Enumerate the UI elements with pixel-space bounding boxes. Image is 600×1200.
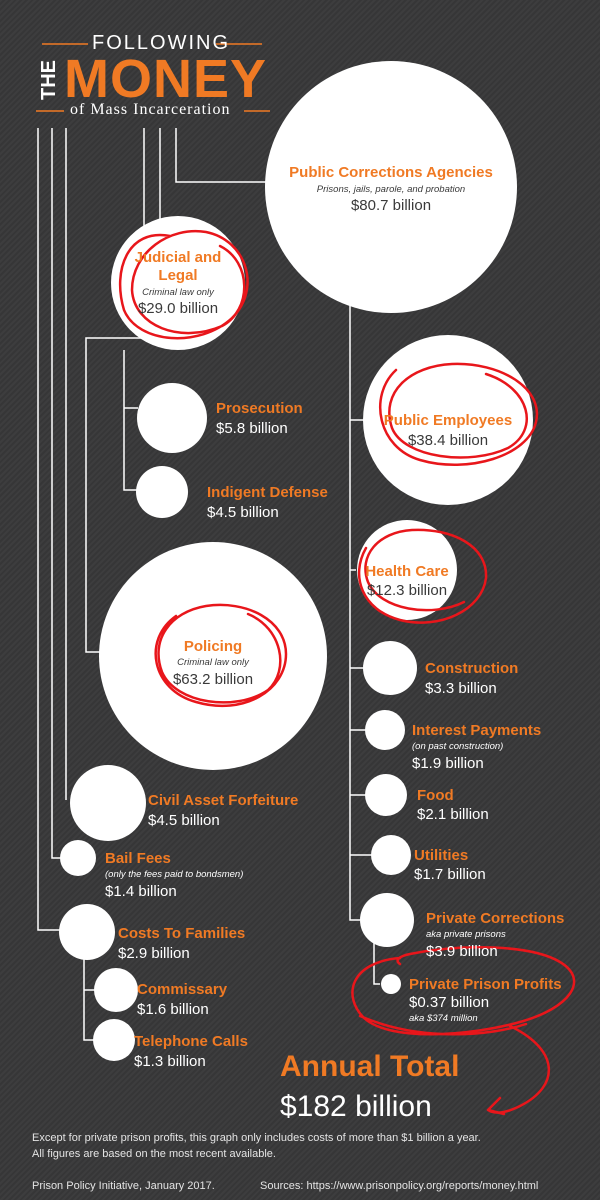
- judicial-title-line2: Legal: [158, 267, 198, 284]
- interest-payments-note: (on past construction): [412, 741, 504, 752]
- circle-food: [365, 774, 407, 816]
- health-care-title: Health Care: [365, 563, 449, 580]
- connector-public-corrections: [175, 128, 268, 183]
- connector-prosecution: [123, 350, 138, 491]
- private-corrections-title: Private Corrections: [426, 910, 565, 927]
- interest-payments-title: Interest Payments: [412, 722, 542, 739]
- circle-interest-payments: [365, 710, 405, 750]
- policing-value: $63.2 billion: [172, 671, 254, 688]
- header-money: MONEY: [64, 49, 268, 109]
- public-corrections-note: Prisons, jails, parole, and probation: [316, 184, 466, 195]
- scribble-health-care: [357, 528, 488, 624]
- policing-note: Criminal law only: [177, 657, 249, 668]
- interest-payments-value: $1.9 billion: [412, 755, 484, 772]
- circle-public-employees: [363, 335, 533, 505]
- costs-families-value: $2.9 billion: [118, 945, 190, 962]
- utilities-value: $1.7 billion: [414, 866, 486, 883]
- circle-health-care: [357, 520, 457, 620]
- private-corrections-value: $3.9 billion: [426, 943, 498, 960]
- construction-title: Construction: [425, 660, 519, 677]
- judicial-value: $29.0 billion: [137, 300, 219, 317]
- sources-link[interactable]: Sources: https://www.prisonpolicy.org/re…: [260, 1180, 539, 1192]
- circle-commissary: [94, 968, 138, 1012]
- header-following: FOLLOWING: [92, 32, 231, 54]
- indigent-defense-value: $4.5 billion: [207, 504, 279, 521]
- bail-fees-note: (only the fees paid to bondsmen): [105, 869, 244, 880]
- connector-costs-families: [37, 128, 60, 931]
- private-prison-profits-title: Private Prison Profits: [409, 976, 562, 993]
- connector-bail-fees: [51, 128, 62, 859]
- connector-corrections-trunk: [349, 302, 360, 921]
- telephone-calls-value: $1.3 billion: [134, 1053, 206, 1070]
- judicial-note: Criminal law only: [142, 287, 214, 298]
- public-corrections-title: Public Corrections Agencies: [289, 164, 493, 181]
- circle-private-corrections: [360, 893, 414, 947]
- scribble-public-employees: [379, 362, 539, 467]
- private-corrections-note: aka private prisons: [426, 929, 506, 940]
- bail-fees-value: $1.4 billion: [105, 883, 177, 900]
- circle-costs-families: [59, 904, 115, 960]
- circle-bail-fees: [60, 840, 96, 876]
- circle-utilities: [371, 835, 411, 875]
- public-employees-value: $38.4 billion: [407, 432, 489, 449]
- scribble-policing: [154, 603, 288, 708]
- commissary-title: Commissary: [137, 981, 228, 998]
- private-prison-profits-value: $0.37 billion: [409, 994, 490, 1011]
- policing-title: Policing: [183, 638, 243, 655]
- civil-forfeiture-value: $4.5 billion: [148, 812, 220, 829]
- telephone-calls-title: Telephone Calls: [134, 1033, 248, 1050]
- footnote-line1: Except for private prison profits, this …: [32, 1132, 481, 1144]
- circle-construction: [363, 641, 417, 695]
- circle-prosecution: [137, 383, 207, 453]
- costs-families-title: Costs To Families: [118, 925, 246, 942]
- circles: [59, 61, 533, 1061]
- private-prison-profits-note: aka $374 million: [409, 1013, 478, 1024]
- food-title: Food: [417, 787, 454, 804]
- circle-public-corrections: [265, 61, 517, 313]
- credit-text: Prison Policy Initiative, January 2017.: [32, 1180, 215, 1192]
- circle-civil-forfeiture: [70, 765, 146, 841]
- prosecution-title: Prosecution: [216, 400, 303, 417]
- header-subtitle: of Mass Incarceration: [70, 101, 231, 118]
- connector-private-profits: [373, 940, 380, 985]
- annotation-scribbles: [118, 229, 576, 1116]
- connector-corrections-branches: [350, 419, 372, 856]
- circle-indigent-defense: [136, 466, 188, 518]
- indigent-defense-title: Indigent Defense: [207, 484, 328, 501]
- construction-value: $3.3 billion: [425, 680, 497, 697]
- header-rules: [36, 43, 270, 112]
- scribble-judicial: [118, 229, 249, 340]
- scribble-arrow: [486, 1024, 550, 1116]
- header-the: THE: [38, 60, 60, 100]
- civil-forfeiture-title: Civil Asset Forfeiture: [148, 792, 299, 809]
- public-corrections-value: $80.7 billion: [350, 197, 432, 214]
- annual-total-label: Annual Total: [280, 1050, 460, 1083]
- footnote-line2: All figures are based on the most recent…: [32, 1148, 276, 1160]
- circle-policing: [99, 542, 327, 770]
- circle-private-prison-profits: [381, 974, 401, 994]
- connector-families-children: [83, 958, 96, 1041]
- health-care-value: $12.3 billion: [366, 582, 448, 599]
- utilities-title: Utilities: [414, 847, 469, 864]
- judicial-title-line1: Judicial and: [134, 249, 222, 266]
- public-employees-title: Public Employees: [383, 412, 513, 429]
- circle-telephone-calls: [93, 1019, 135, 1061]
- annual-total-value: $182 billion: [280, 1090, 432, 1123]
- food-value: $2.1 billion: [417, 806, 489, 823]
- prosecution-value: $5.8 billion: [216, 420, 288, 437]
- commissary-value: $1.6 billion: [137, 1001, 209, 1018]
- bail-fees-title: Bail Fees: [105, 850, 171, 867]
